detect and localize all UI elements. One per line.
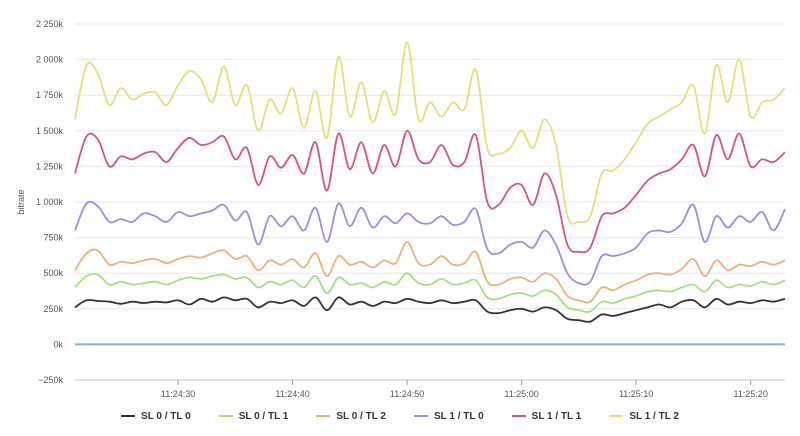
legend-label: SL 1 / TL 0 <box>434 410 484 422</box>
series-line-3 <box>74 200 786 286</box>
y-tick-label: 0k <box>53 339 63 349</box>
y-tick-label: 1 250k <box>36 161 64 171</box>
y-axis-label: bitrate <box>16 189 26 214</box>
x-tick-label: 11:24:30 <box>161 389 195 399</box>
y-tick-label: 1 500k <box>36 126 64 136</box>
legend-swatch <box>609 415 624 417</box>
y-tick-label: 2 250k <box>36 19 64 29</box>
legend-label: SL 0 / TL 0 <box>141 410 191 422</box>
y-tick-label: 1 000k <box>36 197 64 207</box>
series-line-0 <box>74 296 786 323</box>
chart-canvas: −250k 0k 250k 500k 750k 1 000k 1 250k 1 500k 1 7… <box>16 19 786 399</box>
chart-legend: SL 0 / TL 0 SL 0 / TL 1 SL 0 / TL 2 SL 1 / … <box>0 404 800 428</box>
legend-label: SL 1 / TL 2 <box>629 410 679 422</box>
legend-item[interactable]: SL 1 / TL 2 <box>609 411 679 422</box>
legend-swatch <box>414 415 428 417</box>
series-line-1 <box>74 272 786 314</box>
legend-swatch <box>121 415 136 417</box>
legend-swatch <box>218 415 233 417</box>
legend-label: SL 0 / TL 1 <box>238 410 289 422</box>
y-tick-label: 2 000k <box>36 55 64 65</box>
series-line-2 <box>74 241 786 304</box>
legend-swatch <box>511 415 526 417</box>
legend-swatch <box>316 415 331 417</box>
y-tick-label: 500k <box>43 268 63 278</box>
y-tick-label: −250k <box>38 375 63 385</box>
legend-item[interactable]: SL 0 / TL 2 <box>316 411 386 422</box>
legend-item[interactable]: SL 1 / TL 0 <box>414 411 484 422</box>
x-tick-label: 11:24:40 <box>275 389 309 399</box>
y-tick-label: 250k <box>43 304 63 314</box>
series-line-5 <box>74 41 786 225</box>
legend-label: SL 0 / TL 2 <box>336 410 386 422</box>
x-tick-label: 11:25:00 <box>504 389 538 399</box>
x-tick-label: 11:25:10 <box>619 389 653 399</box>
legend-item[interactable]: SL 1 / TL 1 <box>511 410 582 422</box>
legend-item[interactable]: SL 0 / TL 1 <box>218 410 289 422</box>
series-line-4 <box>74 129 786 254</box>
x-tick-label: 11:25:20 <box>733 389 767 399</box>
legend-label: SL 1 / TL 1 <box>531 410 582 422</box>
y-tick-label: 1 750k <box>36 90 64 100</box>
legend-item[interactable]: SL 0 / TL 0 <box>121 411 191 422</box>
x-tick-label: 11:24:50 <box>390 389 424 399</box>
y-tick-label: 750k <box>43 233 63 243</box>
